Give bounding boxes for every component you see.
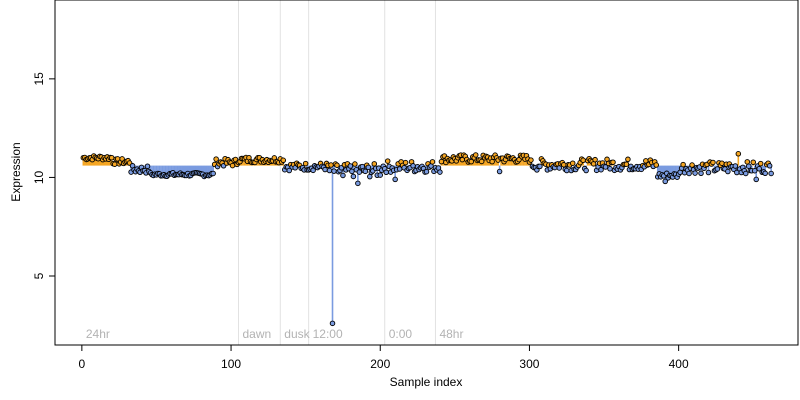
data-point [478, 158, 485, 165]
data-point [429, 159, 436, 165]
data-point [598, 166, 604, 173]
annotation-label: 48hr [439, 327, 463, 341]
data-point [735, 151, 742, 157]
data-point [607, 166, 613, 172]
data-point [768, 170, 774, 177]
data-point [108, 154, 115, 161]
data-point [347, 163, 354, 169]
data-point [472, 152, 479, 158]
data-point [302, 160, 309, 167]
data-point [592, 156, 598, 163]
data-point [213, 156, 219, 162]
data-point [356, 169, 363, 175]
x-tick-label: 0 [79, 357, 86, 371]
data-point [383, 169, 389, 176]
annotation-labels: 24hr dawn dusk 12:00 0:00 48hr [86, 327, 464, 341]
x-tick-label: 200 [370, 357, 390, 371]
data-point [725, 168, 731, 175]
data-point [528, 157, 534, 163]
data-point [762, 170, 768, 177]
data-point [537, 163, 543, 170]
data-point [371, 161, 378, 167]
annotation-label: dawn [243, 327, 272, 341]
y-axis: 5 10 15 [32, 72, 56, 279]
data-point [350, 173, 357, 180]
data-point [680, 161, 686, 168]
data-point [377, 172, 383, 178]
x-tick-label: 100 [221, 357, 241, 371]
data-point [698, 170, 704, 177]
data-point [750, 159, 756, 165]
y-tick-label: 5 [32, 272, 46, 279]
data-point [229, 162, 236, 169]
data-point [326, 167, 333, 174]
x-axis: 0 100 200 300 400 [79, 344, 689, 371]
annotation-label: 0:00 [389, 327, 413, 341]
data-point [753, 176, 759, 183]
x-tick-label: 400 [669, 357, 689, 371]
data-point [653, 162, 660, 168]
data-point [111, 161, 118, 167]
data-point [280, 157, 287, 164]
data-point [423, 168, 430, 175]
data-point [331, 168, 337, 174]
data-point [625, 156, 631, 163]
data-point [692, 170, 698, 176]
data-point [328, 162, 334, 168]
data-point [580, 157, 586, 164]
x-axis-title: Sample index [390, 375, 463, 389]
data-point [322, 166, 328, 173]
data-point [705, 169, 712, 176]
data-point [349, 168, 355, 175]
data-point [714, 166, 721, 172]
data-point [662, 178, 668, 185]
data-point [686, 170, 692, 177]
data-point [743, 170, 749, 177]
y-tick-label: 15 [32, 72, 46, 86]
data-point [334, 162, 340, 168]
data-point [352, 161, 358, 167]
data-point [569, 160, 576, 166]
data-point [410, 163, 416, 169]
x-tick-label: 300 [519, 357, 539, 371]
data-points [80, 151, 774, 327]
data-point [144, 163, 151, 169]
data-point [561, 162, 567, 168]
annotation-label: 12:00 [313, 327, 343, 341]
data-point [751, 167, 758, 174]
data-point [329, 320, 336, 327]
data-point [732, 163, 739, 169]
data-point [392, 176, 398, 183]
annotation-label: 24hr [86, 327, 110, 341]
data-point [766, 163, 773, 169]
data-point [468, 158, 475, 165]
data-point [437, 169, 443, 175]
data-point [756, 166, 762, 172]
data-point [610, 159, 616, 165]
data-point [757, 160, 764, 167]
data-point [719, 160, 725, 166]
data-point [583, 167, 589, 174]
data-point [286, 167, 292, 174]
data-point [340, 172, 346, 179]
data-point [563, 167, 570, 174]
data-point [623, 161, 630, 167]
data-point [496, 168, 503, 175]
data-point [689, 162, 695, 168]
data-point [710, 159, 716, 166]
y-axis-title: Expression [9, 142, 23, 201]
data-point [355, 180, 361, 187]
data-point [365, 164, 372, 171]
data-point [362, 168, 369, 175]
data-point [438, 158, 445, 165]
annotation-label: dusk [284, 327, 310, 341]
y-tick-label: 10 [32, 170, 46, 184]
data-point [489, 158, 495, 165]
data-point [384, 158, 391, 164]
data-point [602, 164, 609, 170]
data-point [210, 170, 216, 177]
data-point [402, 159, 409, 166]
